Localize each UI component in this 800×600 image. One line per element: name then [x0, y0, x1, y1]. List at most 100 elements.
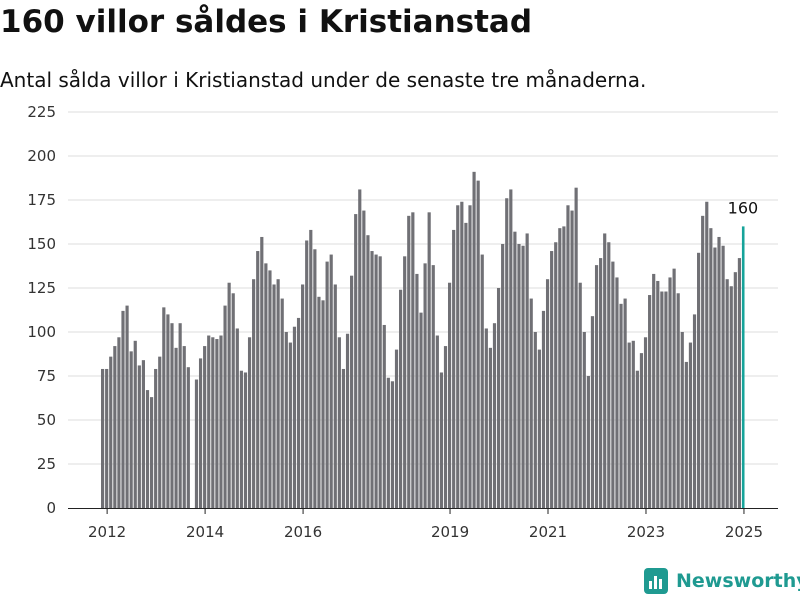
bar: [725, 279, 729, 508]
bar: [386, 377, 390, 508]
bar: [407, 215, 411, 508]
bar: [317, 296, 321, 508]
x-tick-label: 2012: [88, 523, 126, 541]
y-tick-label: 25: [37, 455, 56, 473]
bar: [239, 370, 243, 508]
bar: [688, 342, 693, 508]
bar: [697, 252, 701, 508]
bar: [374, 254, 378, 508]
bar: [594, 265, 599, 508]
bar: [607, 242, 611, 509]
bar: [439, 372, 444, 508]
bar: [223, 305, 227, 508]
y-tick-label: 100: [27, 323, 56, 341]
bar: [399, 289, 403, 508]
bar: [170, 323, 174, 508]
bar: [639, 353, 644, 508]
bar: [501, 244, 505, 508]
bar: [411, 212, 415, 508]
bar: [652, 273, 656, 508]
bar: [464, 222, 468, 508]
bar: [231, 293, 235, 508]
bar: [325, 261, 329, 508]
bar: [443, 346, 448, 508]
bar: [599, 258, 603, 508]
bar: [182, 346, 186, 508]
bar: [137, 365, 141, 508]
bar: [309, 229, 313, 509]
bar: [280, 298, 284, 508]
bar: [484, 328, 488, 508]
bar: [207, 335, 211, 508]
bar: [656, 280, 660, 508]
bar: [554, 242, 558, 509]
bar: [517, 244, 521, 508]
bar: [158, 356, 162, 508]
bar: [623, 298, 627, 508]
bar: [680, 332, 684, 508]
bar: [247, 337, 252, 508]
bar: [521, 245, 525, 508]
bar: [194, 379, 199, 508]
bar: [619, 303, 623, 508]
bar: [550, 251, 554, 509]
x-tick-label: 2025: [725, 523, 763, 541]
bar: [264, 263, 268, 508]
bar: [721, 245, 725, 508]
bar: [313, 249, 317, 508]
last-value-label: 160: [728, 198, 759, 217]
bar: [643, 337, 648, 508]
bar: [329, 254, 333, 508]
bar: [611, 261, 615, 508]
bar: [468, 205, 472, 508]
brand-name: Newsworthy: [676, 570, 800, 592]
bar: [627, 342, 631, 508]
newsworthy-logo: Newsworthy: [644, 568, 800, 594]
grid-layer: [68, 111, 778, 465]
chart-title: 160 villor såldes i Kristianstad: [0, 4, 533, 40]
bar: [198, 358, 203, 508]
bar: [276, 279, 280, 508]
bar: [301, 284, 305, 508]
bar: [260, 236, 264, 508]
bar: [337, 337, 341, 508]
highlighted-bar: [741, 226, 745, 508]
bar: [105, 368, 109, 508]
bar: [590, 316, 595, 508]
bar: [333, 284, 337, 508]
bar: [672, 268, 676, 508]
bar: [660, 291, 664, 508]
bar: [533, 332, 537, 508]
x-tick-label: 2014: [186, 523, 224, 541]
bar: [472, 171, 476, 508]
bar: [358, 189, 362, 508]
bar: [174, 347, 178, 508]
bar: [456, 205, 460, 508]
chart-subtitle: Antal sålda villor i Kristianstad under …: [0, 68, 647, 92]
x-tick-label: 2019: [431, 523, 469, 541]
bar: [129, 351, 133, 508]
bar: [154, 368, 158, 508]
bar: [109, 356, 113, 508]
bar: [117, 337, 121, 508]
bar: [509, 189, 513, 508]
bar: [341, 368, 346, 508]
bar: [729, 286, 733, 508]
bar: [668, 277, 672, 508]
bar: [272, 284, 276, 508]
bar: [488, 347, 492, 508]
bar-chart: 0 25 50 75 100 125 150 175 200 225 160 2012 2014 2016…: [27, 103, 778, 541]
bar: [480, 254, 484, 508]
bar: [149, 397, 154, 508]
bar: [292, 326, 297, 508]
bar: [121, 310, 125, 508]
bar: [268, 270, 272, 508]
bar: [305, 240, 309, 509]
bar: [101, 368, 105, 508]
bar: [296, 317, 301, 508]
bar: [574, 187, 578, 508]
bar: [513, 231, 517, 508]
bar: [558, 228, 562, 508]
bar: [415, 273, 419, 508]
bar: [403, 256, 407, 508]
